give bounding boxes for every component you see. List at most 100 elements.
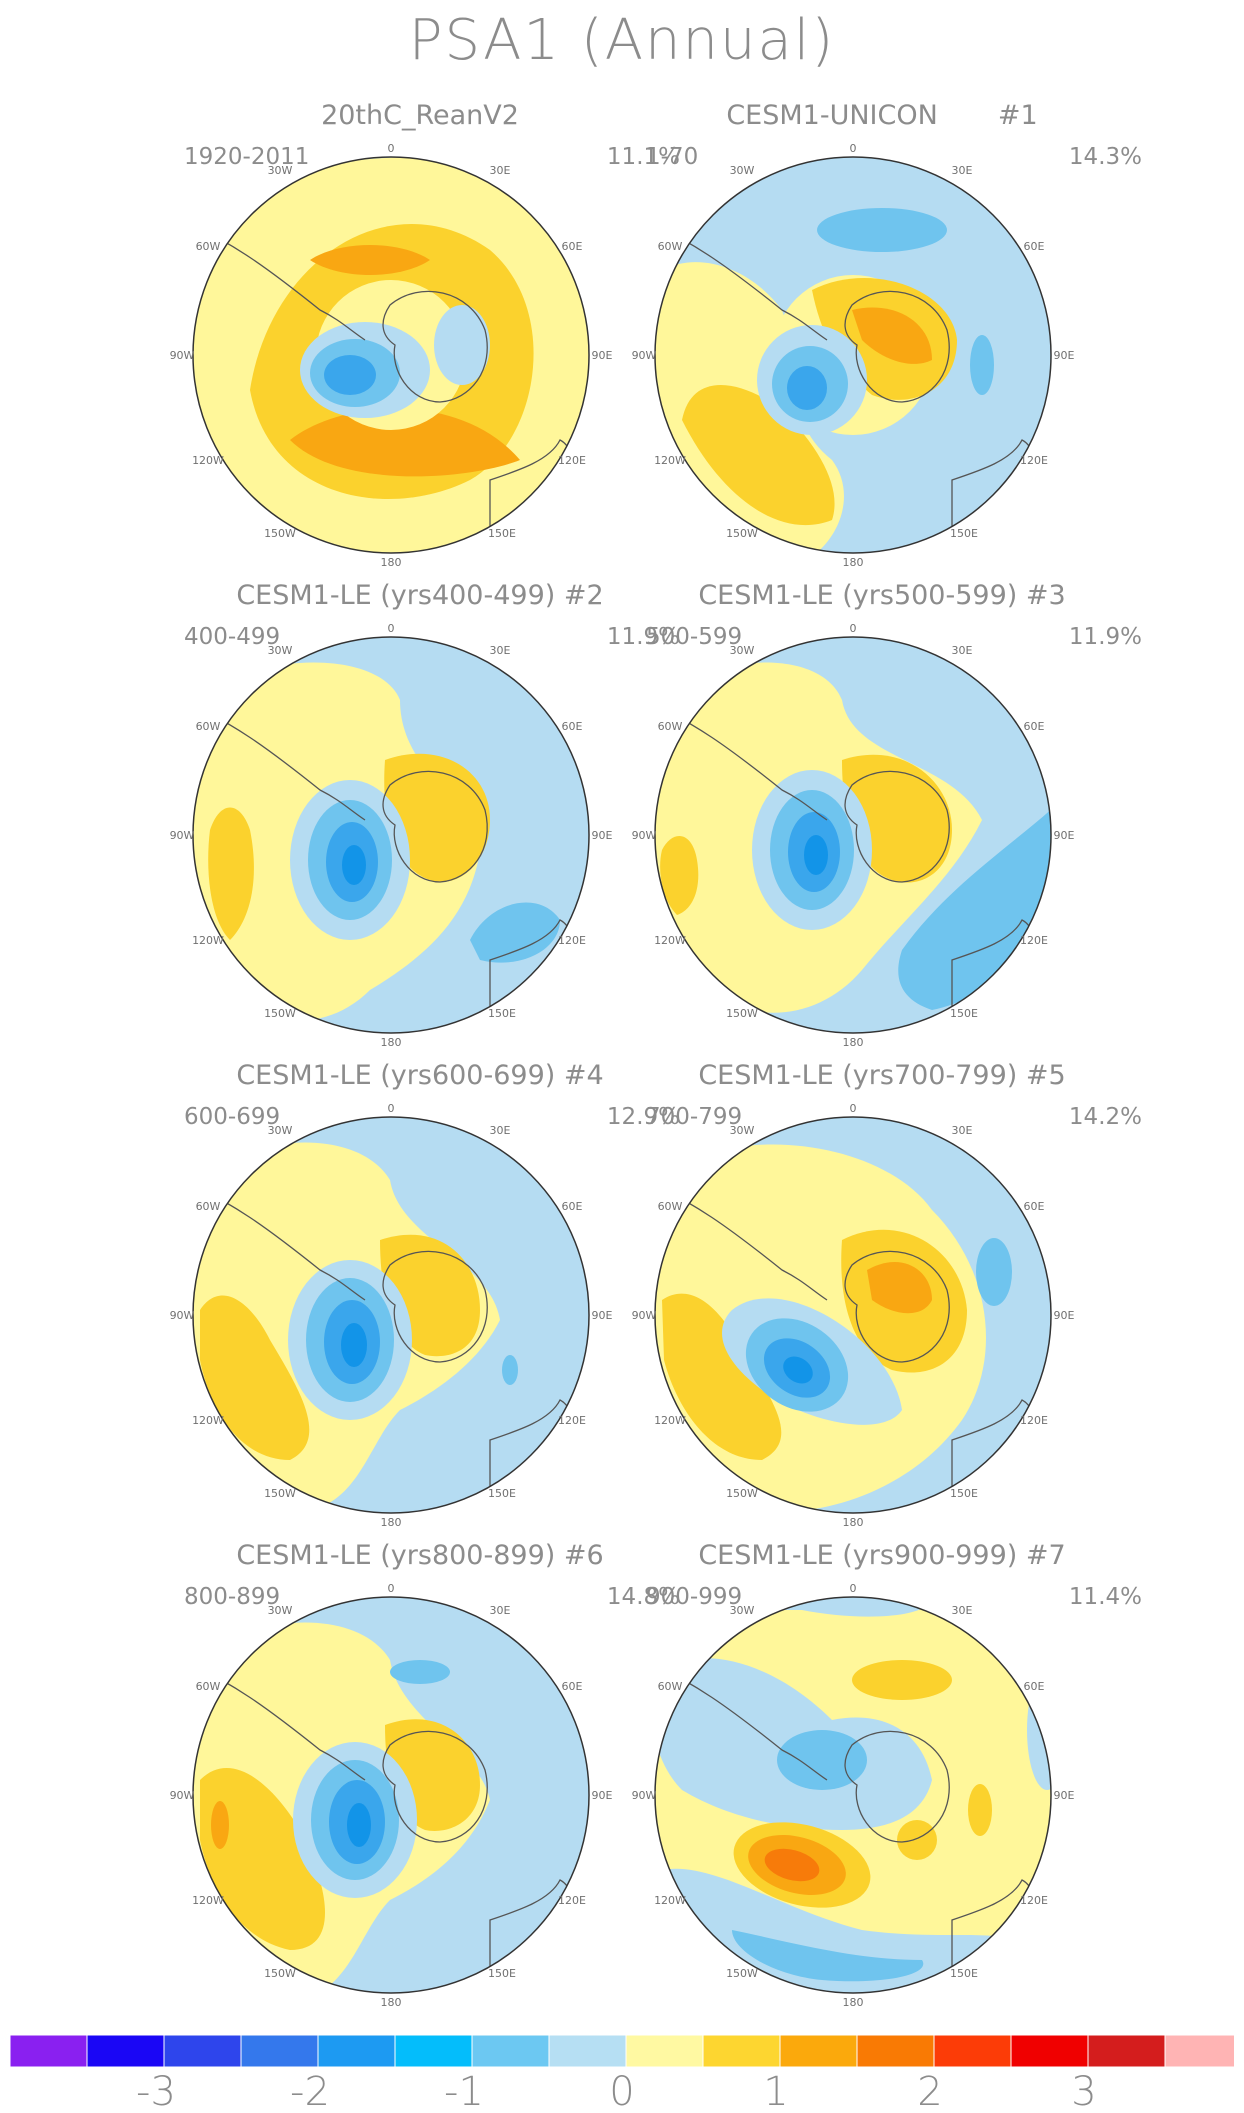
colorbar-swatch xyxy=(86,2035,165,2068)
lon-label: 120W xyxy=(192,1894,224,1907)
lon-label: 30W xyxy=(730,1604,755,1617)
lon-label: 60W xyxy=(196,720,221,733)
lon-label: 30W xyxy=(268,1604,293,1617)
longitude-labels: 0 30E 60E 90E 120E 150E 180 150W 120W 90… xyxy=(170,1102,613,1529)
longitude-labels: 0 30E 60E 90E 120E 150E 180 150W 120W 90… xyxy=(170,142,613,569)
colorbar-swatch xyxy=(471,2035,550,2068)
lon-label: 30W xyxy=(268,164,293,177)
colorbar-labels: -3 -2 -1 0 1 2 3 xyxy=(136,2069,1097,2111)
lon-label: 180 xyxy=(843,1036,864,1049)
colorbar-swatches xyxy=(10,2035,1234,2068)
polar-map-le6: 0 30E 60E 90E 120E 150E 180 150W 120W 90… xyxy=(170,1582,613,2009)
lon-label: 30E xyxy=(952,644,973,657)
lon-label: 120E xyxy=(1020,934,1048,947)
lon-label: 60E xyxy=(562,1680,583,1693)
lon-label: 180 xyxy=(381,1036,402,1049)
panel-variance-percent: 11.9% xyxy=(1068,624,1142,650)
lon-label: 120W xyxy=(654,1894,686,1907)
lon-label: 0 xyxy=(850,622,857,635)
lon-label: 30E xyxy=(490,1124,511,1137)
colorbar-label: -1 xyxy=(444,2069,484,2111)
colorbar: -3 -2 -1 0 1 2 3 xyxy=(10,2035,1234,2111)
colorbar-swatch xyxy=(1087,2035,1166,2068)
colorbar-label: 3 xyxy=(1071,2069,1096,2111)
colorbar-swatch xyxy=(625,2035,704,2068)
colorbar-label: 2 xyxy=(917,2069,942,2111)
lon-label: 150E xyxy=(488,1487,516,1500)
panel-title: CESM1-LE (yrs600-699) #4 xyxy=(236,1060,604,1091)
lon-label: 120E xyxy=(1020,1894,1048,1907)
lon-label: 60E xyxy=(562,240,583,253)
lon-label: 150W xyxy=(264,1487,296,1500)
panel-le3: CESM1-LE (yrs500-599) #3 500-599 11.9% 0… xyxy=(602,580,1162,1050)
lon-label: 30E xyxy=(952,1124,973,1137)
lon-label: 90W xyxy=(170,829,195,842)
lon-label: 120E xyxy=(1020,454,1048,467)
lon-label: 150W xyxy=(726,1967,758,1980)
lon-label: 60W xyxy=(658,720,683,733)
panel-variance-percent: 11.4% xyxy=(1068,1584,1142,1610)
panel-variance-percent: 11.9% xyxy=(606,624,680,650)
lon-label: 90W xyxy=(632,829,657,842)
colorbar-swatch xyxy=(779,2035,858,2068)
lon-label: 60W xyxy=(196,240,221,253)
colorbar-swatch xyxy=(1164,2035,1234,2068)
panel-le2: CESM1-LE (yrs400-499) #2 400-499 11.9% 0… xyxy=(140,580,700,1050)
polar-map-le2: 0 30E 60E 90E 120E 150E 180 150W 120W 90… xyxy=(170,622,613,1049)
lon-label: 60E xyxy=(1024,240,1045,253)
lon-label: 90E xyxy=(1054,829,1075,842)
colorbar-label: -3 xyxy=(136,2069,176,2111)
lon-label: 60E xyxy=(562,1200,583,1213)
lon-label: 30E xyxy=(490,644,511,657)
colorbar-swatch xyxy=(933,2035,1012,2068)
panel-years: 700-799 xyxy=(646,1104,743,1130)
lon-label: 60E xyxy=(562,720,583,733)
colorbar-label: 0 xyxy=(609,2069,634,2111)
panel-years: 500-599 xyxy=(646,624,743,650)
lon-label: 60E xyxy=(1024,720,1045,733)
panel-le4: CESM1-LE (yrs600-699) #4 600-699 12.9% 0… xyxy=(140,1060,700,1530)
lon-label: 180 xyxy=(381,1516,402,1529)
panel-years: 400-499 xyxy=(184,624,281,650)
longitude-labels: 0 30E 60E 90E 120E 150E 180 150W 120W 90… xyxy=(632,1102,1075,1529)
colorbar-swatch xyxy=(856,2035,935,2068)
lon-label: 150E xyxy=(950,1007,978,1020)
panel-title: CESM1-UNICON #1 xyxy=(726,100,1038,131)
lon-label: 90E xyxy=(592,1309,613,1322)
lon-label: 30E xyxy=(952,164,973,177)
lon-label: 150W xyxy=(264,1007,296,1020)
lon-label: 120E xyxy=(558,1894,586,1907)
lon-label: 150E xyxy=(950,527,978,540)
panel-unicon: CESM1-UNICON #1 1-70 14.3% 0 30E 60E 90E xyxy=(602,100,1162,570)
lon-label: 180 xyxy=(381,556,402,569)
panel-years: 1920-2011 xyxy=(184,144,310,170)
lon-label: 60W xyxy=(196,1200,221,1213)
lon-label: 120W xyxy=(654,934,686,947)
panel-le6: CESM1-LE (yrs800-899) #6 800-899 14.8% 0… xyxy=(140,1540,700,2010)
lon-label: 30W xyxy=(730,164,755,177)
lon-label: 90W xyxy=(632,1789,657,1802)
lon-label: 0 xyxy=(850,1102,857,1115)
lon-label: 60W xyxy=(658,1200,683,1213)
colorbar-swatch xyxy=(394,2035,473,2068)
lon-label: 30E xyxy=(490,164,511,177)
panel-variance-percent: 11.1% xyxy=(606,144,680,170)
lon-label: 0 xyxy=(388,142,395,155)
lon-label: 0 xyxy=(388,1582,395,1595)
lon-label: 90E xyxy=(1054,1789,1075,1802)
colorbar-swatch xyxy=(317,2035,396,2068)
panel-years: 1-70 xyxy=(646,144,699,170)
polar-map-unicon: 0 30E 60E 90E 120E 150E 180 150W 120W 90… xyxy=(632,142,1075,569)
lon-label: 150E xyxy=(488,527,516,540)
lon-label: 30W xyxy=(268,644,293,657)
panel-le7: CESM1-LE (yrs900-999) #7 900-999 11.4% xyxy=(602,1540,1162,2010)
lon-label: 180 xyxy=(381,1996,402,2009)
polar-map-le3: 0 30E 60E 90E 120E 150E 180 150W 120W 90… xyxy=(632,622,1075,1049)
colorbar-swatch xyxy=(240,2035,319,2068)
panel-variance-percent: 14.3% xyxy=(1068,144,1142,170)
lon-label: 0 xyxy=(850,1582,857,1595)
panel-variance-percent: 12.9% xyxy=(606,1104,680,1130)
lon-label: 180 xyxy=(843,1516,864,1529)
lon-label: 120E xyxy=(558,934,586,947)
lon-label: 90E xyxy=(1054,349,1075,362)
